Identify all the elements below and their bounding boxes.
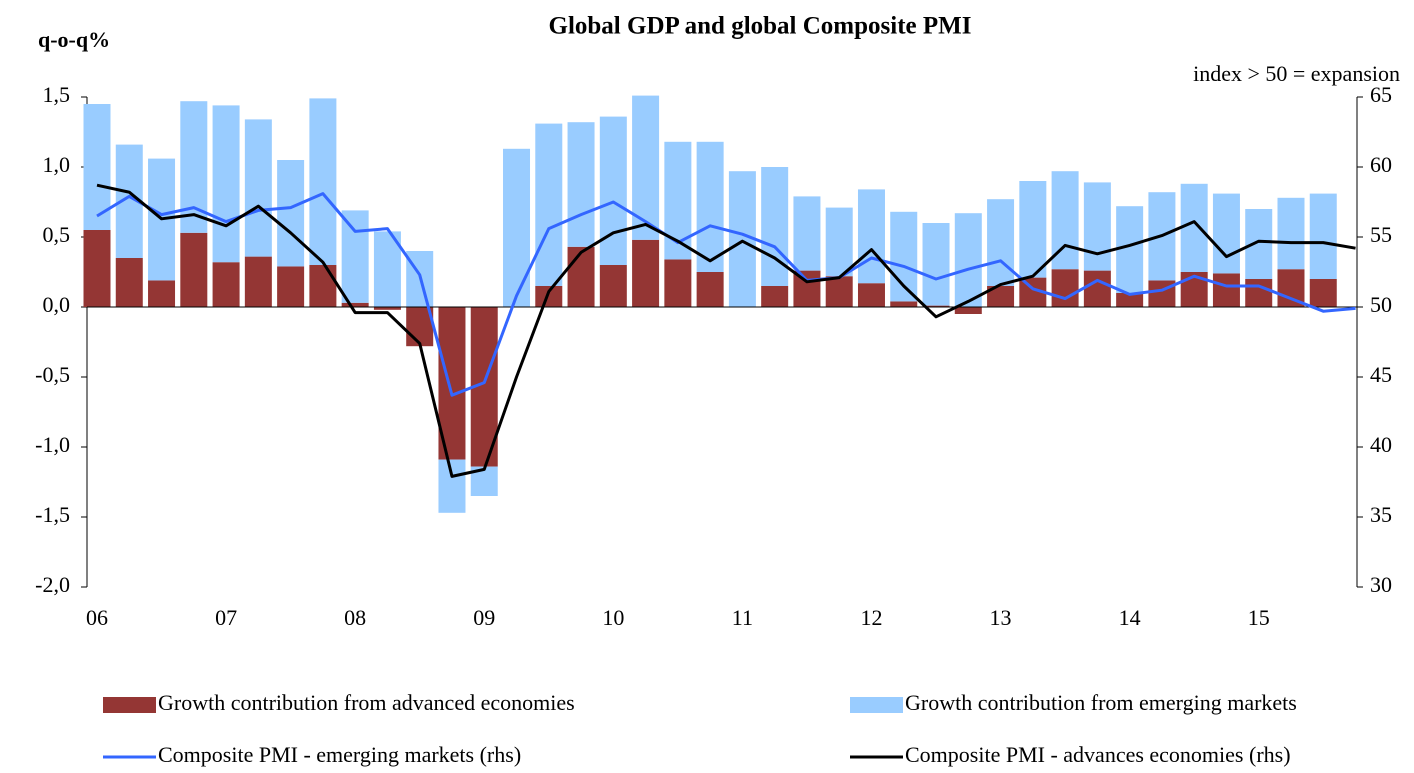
bar — [632, 95, 660, 240]
bar — [1116, 206, 1144, 293]
legend-swatch — [103, 697, 156, 713]
y-tick-label: -1,5 — [35, 502, 70, 527]
bar — [341, 302, 369, 307]
bar — [212, 105, 240, 263]
bar — [857, 283, 885, 307]
legend-swatch — [850, 697, 903, 713]
bar — [309, 98, 337, 266]
y2-tick-label: 35 — [1370, 502, 1392, 527]
bar — [954, 213, 982, 307]
y-tick-label: -0,5 — [35, 362, 70, 387]
line — [96, 192, 1356, 397]
bar — [1309, 279, 1337, 307]
x-tick-label: 13 — [990, 605, 1012, 630]
y-tick-label: 1,0 — [43, 152, 71, 177]
line — [96, 183, 1356, 478]
bar — [1212, 273, 1240, 307]
legend-label: Composite PMI - advances economies (rhs) — [905, 742, 1291, 767]
y2-tick-label: 65 — [1370, 82, 1392, 107]
bar — [180, 232, 208, 307]
legend-label: Growth contribution from emerging market… — [905, 690, 1297, 715]
bar — [1019, 181, 1047, 278]
bar — [825, 207, 853, 277]
x-tick-label: 15 — [1248, 605, 1270, 630]
x-tick-label: 11 — [732, 605, 753, 630]
bar — [825, 276, 853, 307]
bar — [1309, 193, 1337, 279]
bar — [987, 199, 1015, 286]
bar — [632, 239, 660, 307]
bar — [83, 230, 111, 307]
bar — [954, 307, 982, 314]
bar — [567, 122, 595, 247]
y-axis-title: q-o-q% — [38, 27, 110, 52]
bar — [696, 272, 724, 307]
legend-label: Composite PMI - emerging markets (rhs) — [158, 742, 521, 767]
bar — [1051, 269, 1079, 307]
x-tick-label: 07 — [215, 605, 237, 630]
y2-tick-label: 60 — [1370, 152, 1392, 177]
y2-tick-label: 40 — [1370, 432, 1392, 457]
x-tick-label: 06 — [86, 605, 108, 630]
bar — [1083, 182, 1111, 271]
bar — [567, 246, 595, 307]
bar — [857, 189, 885, 284]
bar — [922, 305, 950, 307]
y2-axis-title: index > 50 = expansion — [1193, 61, 1400, 86]
bar — [890, 301, 918, 307]
x-tick-label: 14 — [1119, 605, 1141, 630]
bar — [115, 258, 143, 307]
bar — [1212, 193, 1240, 274]
bar — [761, 167, 789, 286]
y-tick-label: 1,5 — [43, 82, 71, 107]
bar — [1116, 293, 1144, 307]
y2-tick-label: 30 — [1370, 572, 1392, 597]
bar — [1245, 209, 1273, 279]
y2-tick-label: 45 — [1370, 362, 1392, 387]
legend-label: Growth contribution from advanced econom… — [158, 690, 575, 715]
bar — [1245, 279, 1273, 307]
bar — [373, 307, 401, 310]
bar — [309, 265, 337, 307]
bar — [535, 123, 563, 286]
chart-title: Global GDP and global Composite PMI — [549, 13, 972, 40]
bar — [148, 280, 176, 307]
bar — [599, 265, 627, 307]
bar — [1180, 183, 1208, 272]
bar — [438, 459, 466, 513]
bar — [793, 196, 821, 271]
bar — [277, 266, 305, 307]
y-tick-label: -2,0 — [35, 572, 70, 597]
y2-tick-label: 55 — [1370, 222, 1392, 247]
x-tick-label: 10 — [602, 605, 624, 630]
bar — [922, 223, 950, 306]
bar — [277, 160, 305, 267]
x-tick-label: 09 — [473, 605, 495, 630]
y-tick-label: 0,5 — [43, 222, 71, 247]
bar — [341, 210, 369, 303]
y2-tick-label: 50 — [1370, 292, 1392, 317]
bar — [696, 141, 724, 272]
bar — [1277, 197, 1305, 270]
bar — [244, 119, 272, 257]
bar — [535, 286, 563, 307]
x-tick-label: 08 — [344, 605, 366, 630]
bar — [503, 148, 531, 307]
bar — [664, 259, 692, 307]
bar — [761, 286, 789, 307]
bar — [1083, 270, 1111, 307]
bar — [244, 256, 272, 307]
bar — [1148, 280, 1176, 307]
bar — [987, 286, 1015, 307]
y-tick-label: -1,0 — [35, 432, 70, 457]
bar — [599, 116, 627, 265]
x-tick-label: 12 — [860, 605, 882, 630]
y-tick-label: 0,0 — [43, 292, 71, 317]
bar — [212, 262, 240, 307]
